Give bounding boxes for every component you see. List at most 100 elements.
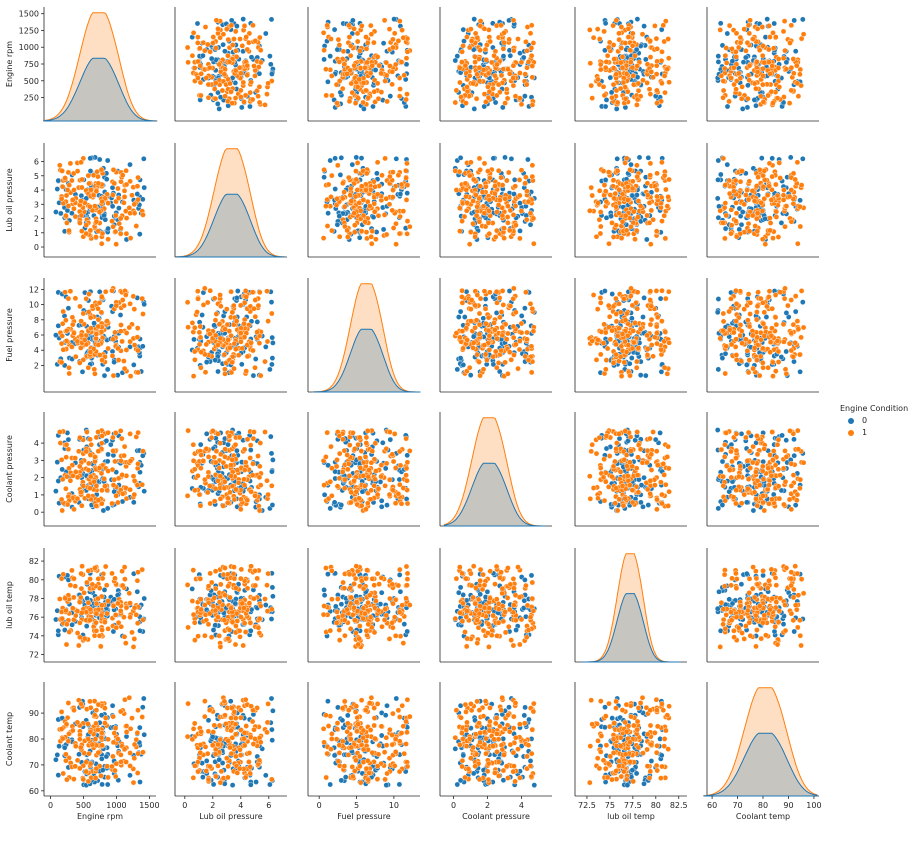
scatter-point bbox=[601, 321, 607, 328]
scatter-point bbox=[530, 328, 537, 335]
scatter-point bbox=[212, 317, 219, 324]
scatter-point bbox=[53, 488, 59, 494]
scatter-point bbox=[239, 43, 246, 49]
scatter-point bbox=[617, 85, 624, 92]
scatter-point bbox=[400, 208, 407, 214]
scatter-point bbox=[346, 34, 353, 40]
scatter-point bbox=[764, 16, 771, 22]
scatter-point bbox=[782, 285, 788, 292]
scatter-point bbox=[632, 320, 638, 326]
scatter-point bbox=[321, 47, 327, 54]
scatter-point bbox=[268, 310, 275, 317]
scatter-point bbox=[264, 477, 270, 484]
scatter-point bbox=[470, 339, 477, 346]
scatter-point bbox=[745, 95, 751, 102]
scatter-point bbox=[776, 160, 783, 166]
scatter-point bbox=[637, 372, 644, 378]
scatter-point bbox=[487, 289, 493, 296]
scatter-point bbox=[733, 356, 740, 363]
scatter-point bbox=[472, 302, 479, 309]
scatter-point bbox=[194, 288, 201, 295]
scatter-point bbox=[739, 84, 745, 90]
scatter-point bbox=[397, 213, 403, 220]
scatter-point bbox=[525, 357, 532, 363]
scatter-point bbox=[100, 507, 107, 514]
scatter-point bbox=[505, 219, 511, 226]
scatter-point bbox=[63, 212, 69, 219]
scatter-point bbox=[127, 457, 134, 464]
scatter-point bbox=[747, 17, 753, 24]
scatter-point bbox=[607, 74, 614, 81]
scatter-point bbox=[517, 200, 523, 206]
scatter-point bbox=[363, 187, 369, 193]
scatter-point bbox=[492, 234, 499, 240]
scatter-point bbox=[238, 70, 244, 77]
scatter-point bbox=[69, 177, 75, 184]
scatter-point bbox=[603, 214, 610, 221]
scatter-point bbox=[523, 81, 530, 88]
scatter-point bbox=[740, 59, 747, 65]
scatter-point bbox=[225, 495, 231, 502]
scatter-point bbox=[233, 48, 239, 54]
scatter-point bbox=[217, 94, 224, 100]
scatter-point bbox=[213, 45, 219, 51]
scatter-point bbox=[375, 212, 382, 219]
scatter-point bbox=[466, 172, 473, 179]
scatter-point bbox=[630, 73, 637, 79]
scatter-point bbox=[200, 457, 207, 464]
scatter-point bbox=[654, 87, 660, 94]
y-tick-label: 4 bbox=[34, 439, 39, 448]
scatter-point bbox=[523, 289, 529, 296]
scatter-point bbox=[733, 210, 740, 216]
scatter-point bbox=[715, 366, 722, 373]
scatter-point bbox=[256, 474, 263, 481]
scatter-point bbox=[377, 479, 384, 485]
scatter-point bbox=[396, 476, 403, 483]
scatter-point bbox=[389, 81, 395, 88]
scatter-point bbox=[760, 43, 766, 49]
scatter-point bbox=[499, 332, 506, 339]
scatter-point bbox=[397, 191, 404, 197]
scatter-point bbox=[774, 338, 781, 344]
scatter-point bbox=[659, 80, 665, 87]
scatter-point bbox=[453, 87, 460, 94]
scatter-point bbox=[104, 157, 111, 164]
scatter-point bbox=[378, 503, 385, 510]
scatter-point bbox=[531, 240, 537, 247]
scatter-point bbox=[269, 334, 276, 341]
scatter-point bbox=[65, 436, 72, 443]
scatter-point bbox=[760, 360, 766, 366]
scatter-point bbox=[184, 492, 191, 499]
scatter-point bbox=[737, 39, 744, 46]
scatter-point bbox=[778, 354, 785, 360]
scatter-point bbox=[403, 96, 409, 103]
scatter-point bbox=[459, 294, 465, 300]
scatter-point bbox=[256, 99, 263, 106]
scatter-point bbox=[665, 36, 672, 42]
scatter-point bbox=[232, 346, 239, 352]
scatter-point bbox=[634, 289, 641, 296]
scatter-point bbox=[523, 39, 529, 45]
scatter-point bbox=[93, 503, 99, 509]
scatter-point bbox=[452, 99, 459, 106]
scatter-point bbox=[212, 485, 219, 492]
scatter-point bbox=[666, 176, 672, 183]
scatter-point bbox=[773, 208, 780, 215]
scatter-point bbox=[485, 70, 492, 77]
scatter-point bbox=[88, 186, 94, 193]
scatter-point bbox=[127, 486, 133, 493]
scatter-point bbox=[523, 174, 529, 180]
scatter-point bbox=[609, 94, 615, 101]
scatter-point bbox=[593, 356, 600, 363]
scatter-point bbox=[203, 75, 210, 81]
scatter-point bbox=[463, 193, 469, 200]
scatter-point bbox=[390, 36, 396, 43]
scatter-point bbox=[404, 218, 411, 224]
scatter-point bbox=[328, 194, 334, 200]
scatter-point bbox=[596, 187, 603, 194]
scatter-point bbox=[92, 203, 98, 209]
scatter-point bbox=[652, 23, 658, 29]
scatter-point bbox=[654, 187, 660, 193]
scatter-point bbox=[597, 299, 604, 306]
scatter-point bbox=[327, 157, 334, 164]
